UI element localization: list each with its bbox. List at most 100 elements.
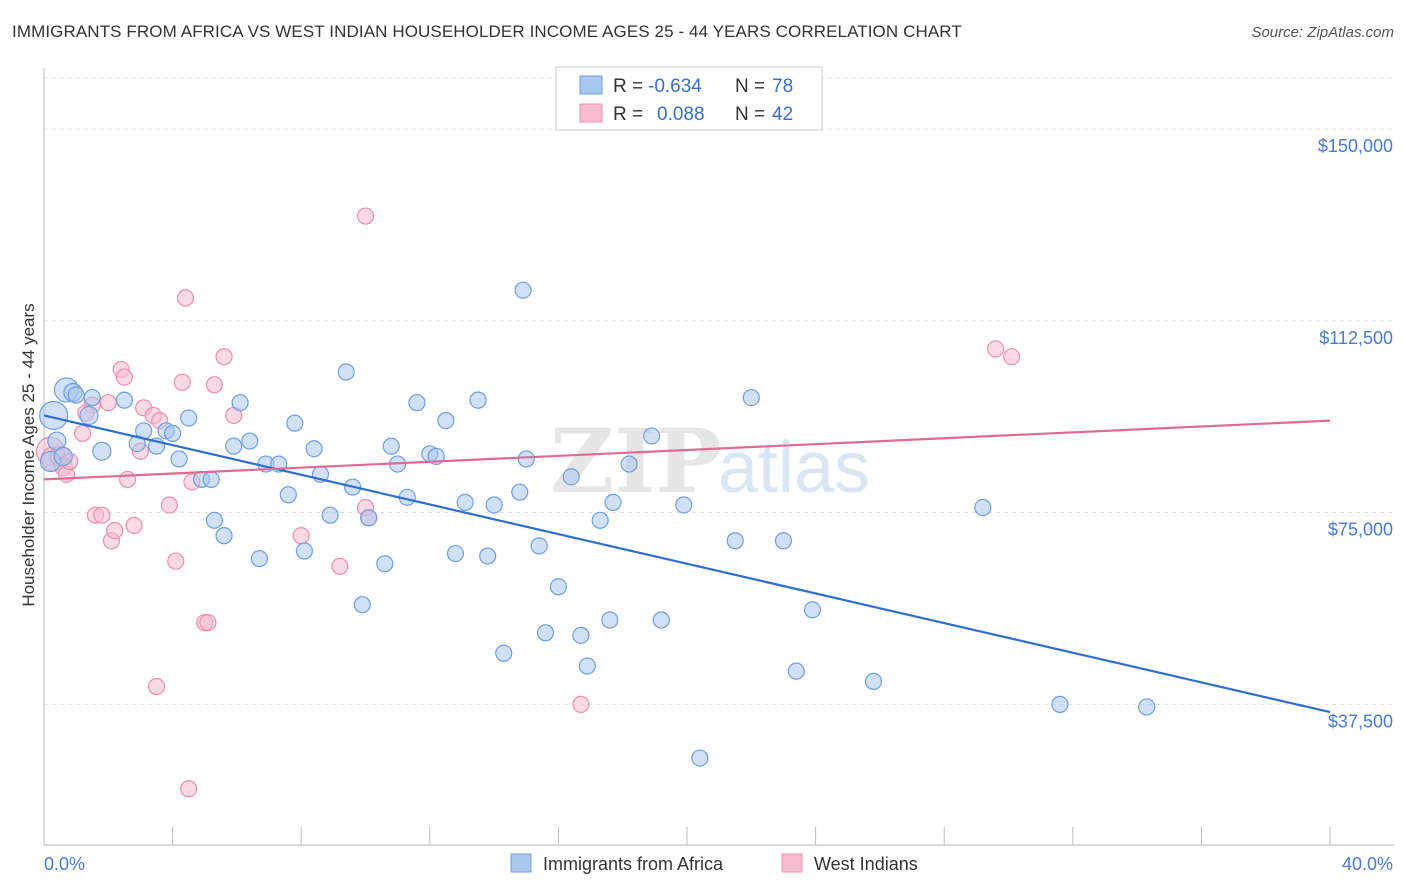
legend-r-label-west-indians: R = <box>613 104 643 125</box>
legend-n-value-west-indians: 42 <box>772 104 793 125</box>
africa-point <box>437 411 455 430</box>
africa-point <box>514 281 532 299</box>
africa-point <box>479 547 497 565</box>
africa-point <box>67 386 85 404</box>
africa-point <box>279 486 297 504</box>
tick-labels: $37,500 $75,000 $112,500 $150,000 0.0% 40.0% <box>44 136 1393 874</box>
africa-point <box>360 509 378 527</box>
west-indians-point <box>167 552 185 570</box>
africa-point <box>601 611 619 629</box>
west-indians-point <box>176 289 195 307</box>
africa-point <box>511 483 529 501</box>
west-indians-point <box>115 368 133 386</box>
africa-point <box>652 611 670 629</box>
axes <box>43 68 1394 846</box>
west-indians-point <box>205 376 223 394</box>
africa-point <box>53 446 73 466</box>
west-indians-trend-line <box>43 419 1331 481</box>
west-indians-point <box>199 613 217 632</box>
africa-point <box>562 468 580 486</box>
legend-n-value-africa: 78 <box>772 76 793 97</box>
africa-point <box>469 391 487 409</box>
africa-point <box>337 363 355 381</box>
africa-point <box>530 537 548 555</box>
africa-point <box>742 388 760 407</box>
west-indians-point <box>292 527 310 545</box>
bottom-legend-swatch-africa <box>510 853 532 873</box>
y-tick-label: $75,000 <box>1328 520 1393 540</box>
legend-r-label-africa: R = <box>613 76 643 97</box>
west-indians-point <box>356 207 375 225</box>
africa-point <box>83 388 101 407</box>
west-indians-point <box>173 373 191 391</box>
west-indians-point <box>1003 348 1021 366</box>
africa-point <box>295 542 314 560</box>
legend-n-label-west-indians: N = <box>735 104 765 125</box>
africa-point <box>536 624 555 642</box>
west-indians-point <box>106 521 124 540</box>
source-credit: Source: ZipAtlas.com <box>1251 24 1394 41</box>
west-indians-point <box>73 424 92 442</box>
africa-point <box>202 470 220 488</box>
west-indians-point <box>160 496 178 514</box>
africa-point <box>620 455 638 473</box>
africa-point <box>643 427 661 445</box>
africa-point <box>39 400 69 431</box>
west-indians-point <box>180 780 198 798</box>
west-indians-point <box>147 677 166 696</box>
africa-point <box>205 511 223 529</box>
africa-point <box>691 749 709 767</box>
africa-point <box>382 437 400 455</box>
africa-point <box>787 662 805 680</box>
africa-point <box>115 391 133 409</box>
africa-points <box>39 281 1156 767</box>
west-indians-point <box>572 695 590 713</box>
africa-point <box>376 555 394 573</box>
africa-point <box>549 578 568 596</box>
x-tick-label-max: 40.0% <box>1342 854 1393 874</box>
trend-lines <box>43 414 1331 714</box>
africa-point <box>250 550 269 568</box>
africa-point <box>79 405 99 426</box>
west-indians-point <box>93 506 111 524</box>
africa-point <box>803 601 821 619</box>
legend-r-value-west-indians: 0.088 <box>657 104 705 125</box>
west-indians-point <box>99 394 117 412</box>
africa-point <box>225 437 243 455</box>
y-tick-label: $150,000 <box>1318 136 1393 156</box>
africa-point <box>591 511 609 529</box>
africa-point <box>164 424 182 442</box>
west-indians-point <box>118 470 137 488</box>
africa-point <box>604 493 622 512</box>
grid-lines <box>44 77 1394 705</box>
africa-point <box>1051 695 1069 713</box>
africa-point <box>321 506 339 524</box>
africa-point <box>774 532 793 550</box>
africa-point <box>92 441 112 461</box>
bottom-legend-swatch-west-indians <box>781 853 803 873</box>
africa-point <box>231 394 249 412</box>
africa-point <box>408 394 426 412</box>
africa-point <box>864 672 883 690</box>
africa-point <box>215 527 233 545</box>
west-indians-point <box>331 557 349 575</box>
bottom-legend-label-west-indians: West Indians <box>814 854 918 874</box>
west-indians-point <box>987 340 1005 358</box>
africa-point <box>675 496 693 514</box>
bottom-legend-label-africa: Immigrants from Africa <box>543 854 724 874</box>
chart-title: IMMIGRANTS FROM AFRICA VS WEST INDIAN HO… <box>12 22 962 41</box>
africa-point <box>726 532 744 550</box>
y-tick-label: $112,500 <box>1319 328 1393 348</box>
legend-swatch-west-indians <box>579 103 603 123</box>
africa-point <box>485 496 503 514</box>
africa-point <box>974 498 992 517</box>
africa-point <box>353 596 371 614</box>
africa-point <box>572 626 590 644</box>
africa-point <box>170 450 188 468</box>
bottom-legend: Immigrants from Africa West Indians <box>510 853 918 874</box>
africa-point <box>456 493 474 512</box>
x-tick-label-min: 0.0% <box>44 854 85 874</box>
africa-trend-line <box>43 414 1331 714</box>
africa-point <box>286 414 304 432</box>
watermark-atlas: atlas <box>718 428 870 508</box>
